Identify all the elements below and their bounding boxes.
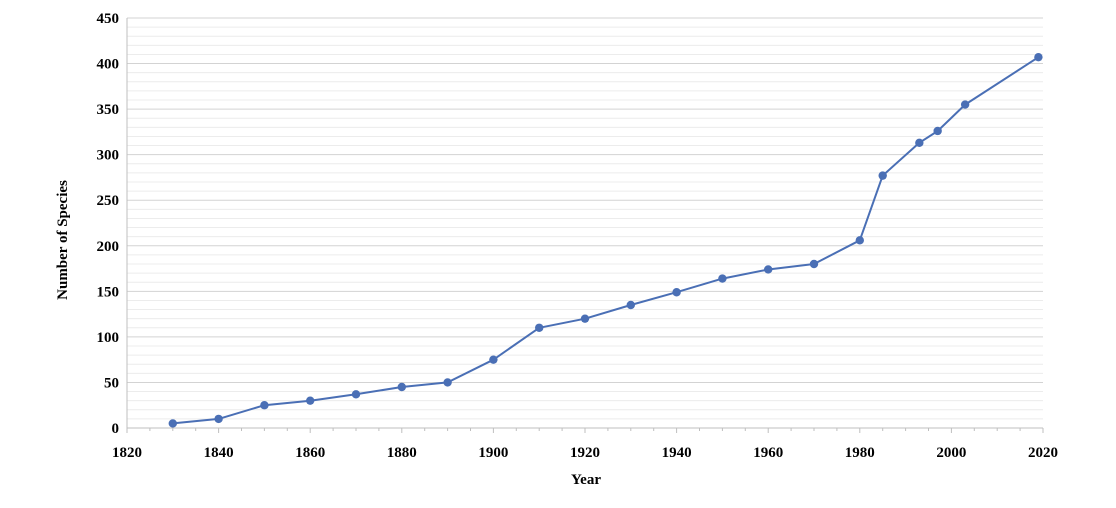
- series-lines: [172, 56, 1039, 425]
- y-tick-label: 350: [97, 102, 120, 118]
- series-points: [168, 52, 1043, 428]
- x-tick-label: 1860: [295, 445, 325, 461]
- series-line: [172, 56, 1039, 425]
- x-tick-label: 1840: [204, 445, 234, 461]
- x-tick-label: 1900: [478, 445, 508, 461]
- y-tick-label: 400: [97, 57, 120, 73]
- data-point: [489, 355, 498, 364]
- y-tick-label: 150: [97, 284, 120, 300]
- data-point: [809, 259, 819, 269]
- y-tick-label: 450: [97, 11, 120, 27]
- data-point: [260, 401, 269, 410]
- y-tick-label: 300: [97, 148, 120, 164]
- data-point: [915, 138, 924, 148]
- y-axis-ticks: 0 50 100 150 200 250 300 350 400 450: [97, 11, 120, 437]
- y-tick-label: 100: [97, 330, 120, 346]
- data-point: [933, 126, 942, 136]
- x-tick-label: 1960: [753, 445, 783, 461]
- x-tick-label: 2000: [936, 445, 966, 461]
- y-axis-title: Number of Species: [55, 180, 71, 300]
- y-tick-label: 200: [97, 239, 120, 255]
- y-tick-label: 250: [97, 193, 120, 209]
- data-point: [672, 288, 681, 297]
- data-point: [443, 378, 452, 387]
- x-axis-ticks: 1820 1840 1860 1880 1900 1920 1940 1960 1980 2000…: [112, 428, 1058, 461]
- data-point: [580, 314, 590, 323]
- minor-gridlines: [127, 26, 1043, 420]
- data-point: [214, 414, 223, 424]
- x-tick-label: 2020: [1028, 445, 1058, 461]
- data-point: [168, 419, 177, 428]
- major-gridlines: [127, 17, 1043, 383]
- data-point: [878, 171, 887, 180]
- data-point: [855, 236, 864, 245]
- y-tick-label: 0: [112, 421, 120, 437]
- data-point: [960, 100, 970, 109]
- x-tick-label: 1940: [662, 445, 692, 461]
- data-point: [306, 396, 315, 405]
- data-point: [1034, 52, 1043, 62]
- data-point: [397, 382, 406, 392]
- x-tick-label: 1980: [845, 445, 875, 461]
- x-tick-label: 1820: [112, 445, 142, 461]
- data-point: [535, 323, 544, 332]
- axes: [126, 18, 1043, 429]
- data-point: [718, 274, 727, 283]
- data-point: [626, 300, 635, 310]
- data-point: [351, 390, 361, 399]
- x-tick-label: 1920: [570, 445, 600, 461]
- x-tick-label: 1880: [387, 445, 417, 461]
- data-point: [764, 265, 773, 274]
- y-tick-label: 50: [104, 375, 119, 391]
- x-axis-title: Year: [571, 472, 601, 488]
